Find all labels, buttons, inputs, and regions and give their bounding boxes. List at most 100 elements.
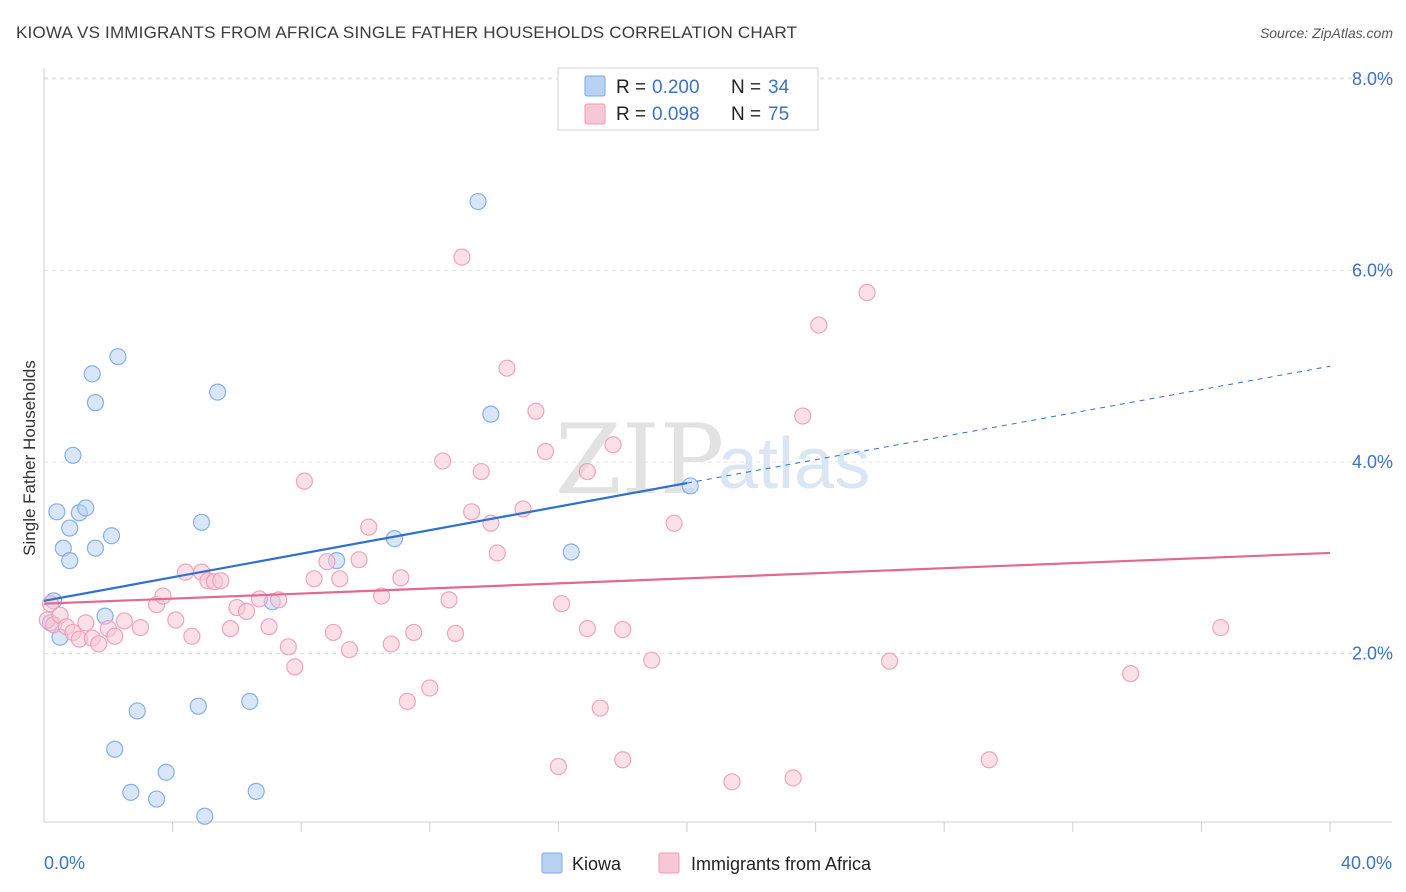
- point-africa: [462, 503, 481, 521]
- point-kiowa: [247, 782, 265, 800]
- grid: [44, 77, 1392, 654]
- point-africa: [453, 248, 471, 266]
- point-africa: [421, 679, 439, 697]
- y-tick-label: 8.0%: [1352, 69, 1393, 89]
- point-africa: [324, 623, 342, 642]
- point-africa: [221, 620, 240, 638]
- point-africa: [115, 612, 133, 630]
- point-kiowa: [109, 348, 127, 366]
- point-africa: [794, 407, 812, 425]
- point-africa: [784, 769, 802, 787]
- point-kiowa: [157, 763, 175, 781]
- axes: [43, 68, 1392, 832]
- point-kiowa: [48, 503, 66, 521]
- point-africa: [279, 638, 297, 656]
- stats-legend: R = 0.200 N = 34 R = 0.098 N = 75: [557, 67, 819, 131]
- series-legend-swatch-africa: [658, 852, 680, 874]
- x-axis-ticks: [172, 822, 1331, 832]
- point-africa: [810, 316, 828, 334]
- trend-line-africa: [43, 551, 1331, 605]
- y-axis-label: Single Father Households: [20, 360, 39, 556]
- x-tick-label-max: 40.0%: [1341, 853, 1392, 873]
- point-africa: [578, 620, 596, 638]
- legend-n-label-0: N =: [731, 77, 761, 98]
- point-africa: [286, 658, 304, 676]
- point-africa: [372, 587, 391, 605]
- point-africa: [440, 591, 458, 609]
- point-africa: [723, 773, 741, 791]
- watermark-zip: ZIP: [555, 404, 724, 516]
- point-kiowa: [122, 783, 140, 801]
- legend-n-value-1: 75: [768, 104, 789, 125]
- legend-r-label-0: R =: [616, 77, 646, 98]
- point-kiowa: [482, 405, 500, 423]
- point-africa: [553, 595, 571, 613]
- point-africa: [1212, 619, 1230, 637]
- point-africa: [131, 619, 150, 637]
- series-legend-label-kiowa: Kiowa: [572, 854, 622, 874]
- source-label: Source: ZipAtlas.com: [1260, 25, 1393, 41]
- point-africa: [90, 635, 108, 653]
- point-kiowa: [241, 692, 259, 710]
- point-africa: [549, 757, 568, 776]
- point-kiowa: [469, 192, 487, 211]
- legend-r-value-0: 0.200: [652, 77, 700, 98]
- point-africa: [527, 402, 545, 420]
- point-africa: [665, 514, 683, 532]
- legend-n-label-1: N =: [731, 104, 761, 125]
- series-legend-label-africa: Immigrants from Africa: [691, 854, 872, 874]
- point-kiowa: [64, 446, 82, 464]
- point-africa: [183, 627, 201, 645]
- legend-n-value-0: 34: [768, 77, 790, 98]
- point-kiowa: [681, 477, 699, 495]
- point-africa: [604, 436, 622, 454]
- point-kiowa: [196, 807, 214, 825]
- point-africa: [1122, 665, 1140, 683]
- watermark: ZIP atlas: [555, 404, 870, 516]
- point-kiowa: [147, 790, 166, 808]
- point-africa: [106, 627, 124, 645]
- point-africa: [270, 591, 288, 609]
- trend-line-kiowa: [43, 481, 688, 602]
- point-kiowa: [86, 394, 105, 412]
- point-africa: [392, 569, 410, 587]
- point-africa: [340, 641, 359, 659]
- point-africa: [167, 611, 185, 629]
- point-africa: [350, 551, 368, 569]
- point-africa: [536, 442, 555, 461]
- trend-line-kiowa-extension: [686, 365, 1331, 484]
- point-africa: [880, 652, 899, 670]
- point-kiowa: [77, 499, 95, 517]
- point-africa: [154, 587, 172, 605]
- data-points: [38, 192, 1230, 825]
- series-legend-swatch-kiowa: [541, 852, 563, 874]
- point-africa: [250, 590, 269, 608]
- point-africa: [578, 462, 596, 481]
- point-africa: [434, 452, 452, 470]
- point-africa: [405, 623, 423, 642]
- point-kiowa: [106, 740, 124, 758]
- point-africa: [318, 552, 336, 571]
- y-tick-label: 2.0%: [1352, 644, 1393, 664]
- watermark-atlas: atlas: [718, 424, 870, 504]
- point-kiowa: [61, 519, 79, 537]
- point-kiowa: [86, 539, 105, 557]
- legend-r-value-1: 0.098: [652, 104, 700, 125]
- point-kiowa: [102, 527, 121, 545]
- point-africa: [176, 563, 195, 581]
- point-kiowa: [128, 702, 146, 720]
- point-africa: [382, 635, 400, 653]
- point-africa: [643, 651, 661, 669]
- point-kiowa: [192, 513, 211, 531]
- point-kiowa: [209, 383, 227, 401]
- point-africa: [591, 699, 609, 717]
- point-africa: [331, 570, 349, 588]
- point-africa: [77, 614, 95, 632]
- chart-title: KIOWA VS IMMIGRANTS FROM AFRICA SINGLE F…: [16, 23, 797, 42]
- point-kiowa: [83, 365, 101, 383]
- y-tick-labels: 2.0% 4.0% 6.0% 8.0%: [1352, 69, 1393, 664]
- point-kiowa: [562, 543, 580, 561]
- point-africa: [305, 570, 323, 588]
